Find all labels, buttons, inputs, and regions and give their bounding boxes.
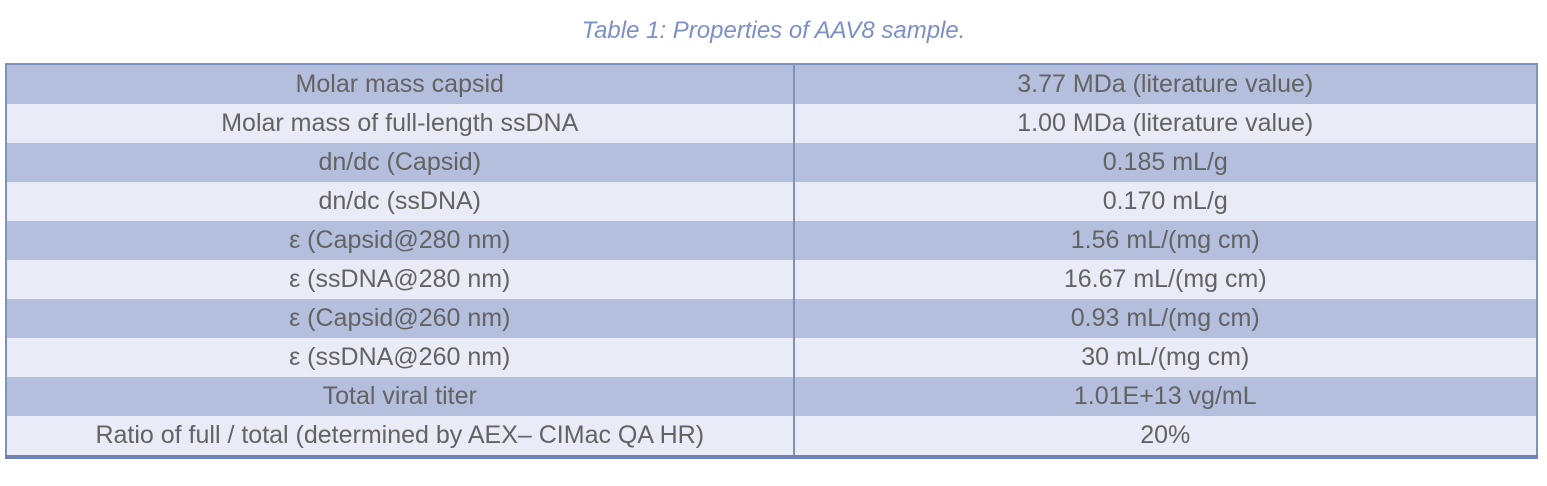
value-cell: 3.77 MDa (literature value): [1017, 70, 1314, 98]
property-cell: dn/dc (ssDNA): [6, 182, 795, 221]
table-row: ε (ssDNA@260 nm) 30 mL/(mg cm): [6, 338, 1537, 377]
property-cell: Molar mass of full-length ssDNA: [6, 104, 795, 143]
value-cell: 1.56 mL/(mg cm): [1070, 226, 1260, 254]
property-cell: Ratio of full / total (determined by AEX…: [6, 416, 795, 457]
table-row: ε (ssDNA@280 nm) 16.67 mL/(mg cm): [6, 260, 1537, 299]
property-cell: ε (ssDNA@260 nm): [6, 338, 795, 377]
property-cell: Molar mass capsid: [6, 64, 795, 104]
table-row: dn/dc (ssDNA) 0.170 mL/g: [6, 182, 1537, 221]
table-row: Molar mass capsid 3.77 MDa (literature v…: [6, 64, 1537, 104]
value-cell: 1.01E+13 vg/mL: [1073, 382, 1257, 410]
table-row: ε (Capsid@260 nm) 0.93 mL/(mg cm): [6, 299, 1537, 338]
property-cell: ε (ssDNA@280 nm): [6, 260, 795, 299]
properties-table-body: Molar mass capsid 3.77 MDa (literature v…: [6, 64, 1537, 457]
table-row: Molar mass of full-length ssDNA 1.00 MDa…: [6, 104, 1537, 143]
property-cell: ε (Capsid@280 nm): [6, 221, 795, 260]
value-cell: 0.93 mL/(mg cm): [1070, 304, 1260, 332]
property-cell: dn/dc (Capsid): [6, 143, 795, 182]
value-cell: 0.170 mL/g: [1102, 187, 1228, 215]
table-row: ε (Capsid@280 nm) 1.56 mL/(mg cm): [6, 221, 1537, 260]
value-cell: 16.67 mL/(mg cm): [1063, 265, 1267, 293]
table-caption: Table 1: Properties of AAV8 sample.: [581, 17, 966, 44]
value-cell: 0.185 mL/g: [1102, 148, 1228, 176]
table-row: dn/dc (Capsid) 0.185 mL/g: [6, 143, 1537, 182]
table-row: Total viral titer 1.01E+13 vg/mL: [6, 377, 1537, 416]
table-row: Ratio of full / total (determined by AEX…: [6, 416, 1537, 457]
value-cell: 1.00 MDa (literature value): [1017, 109, 1314, 137]
value-cell: 30 mL/(mg cm): [1081, 343, 1250, 371]
property-cell: ε (Capsid@260 nm): [6, 299, 795, 338]
properties-table: Molar mass capsid 3.77 MDa (literature v…: [5, 63, 1538, 459]
property-cell: Total viral titer: [6, 377, 795, 416]
value-cell: 20%: [1140, 421, 1191, 449]
